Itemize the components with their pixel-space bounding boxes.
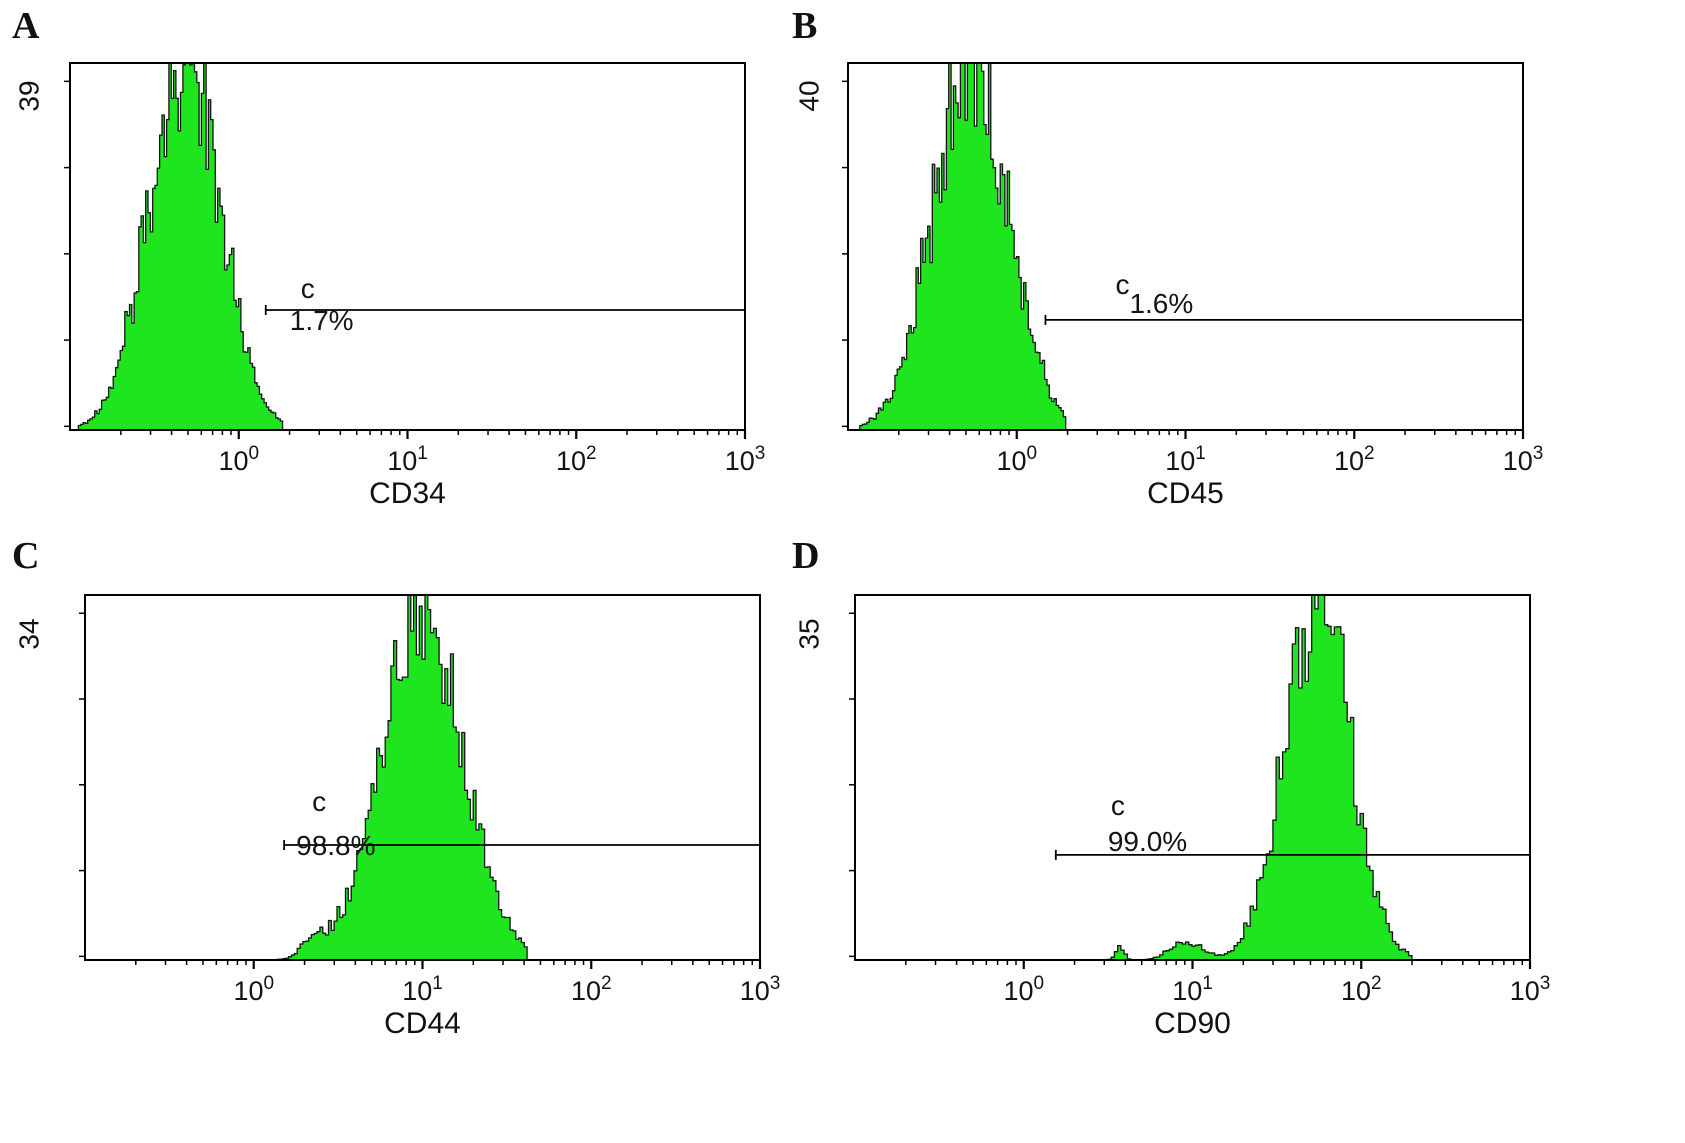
gate-label: c	[301, 273, 315, 304]
cd34-x-axis-label: CD34	[369, 477, 446, 510]
flow-histogram-svg: 100 101 102 103 c1.6%	[842, 62, 1544, 476]
x-tick-label: 102	[1334, 443, 1375, 476]
cd90-y-max-label: 35	[793, 618, 825, 650]
panel-cd34: 100 101 102 103 c 1.7% A 39 CD34	[0, 0, 780, 530]
gate-marker	[1054, 849, 1531, 860]
cd34-y-max-label: 39	[13, 80, 45, 112]
x-tick-label: 100	[218, 443, 259, 476]
histogram-shape	[77, 62, 284, 431]
y-axis-ticks	[79, 612, 85, 958]
panel-letter-c: C	[12, 535, 40, 577]
histogram-shape	[276, 594, 528, 961]
gate-percent: 1.6%	[1129, 288, 1193, 319]
gate-percent: 99.0%	[1108, 826, 1187, 857]
panel-letter-b: B	[792, 5, 818, 47]
gate-label: c	[1115, 269, 1129, 300]
gate-percent: 98.8%	[296, 830, 375, 861]
gate-percent: 1.7%	[290, 305, 354, 336]
cd44-y-max-label: 34	[13, 618, 45, 650]
panel-cd45: 100 101 102 103 c 1.6% B 40 CD45	[780, 0, 1685, 530]
gate-marker	[264, 304, 746, 315]
cd44-x-axis-label: CD44	[384, 1007, 461, 1040]
y-axis-ticks	[842, 80, 848, 428]
panel-cd90: 100 101 102 103 c 99.0% D 35 CD90	[780, 530, 1685, 1138]
x-tick-label: 103	[1503, 443, 1544, 476]
flow-histogram-svg: 100 101 102 103 c 98.8%	[79, 594, 780, 1006]
x-tick-label: 100	[996, 443, 1037, 476]
x-tick-label: 101	[387, 443, 428, 476]
plot-border	[854, 594, 1531, 961]
y-axis-ticks	[64, 80, 70, 428]
cd45-histogram-plot: 100 101 102 103 c 1.6%	[780, 0, 1685, 530]
gate-label: c	[1111, 790, 1125, 821]
x-tick-label: 102	[556, 443, 597, 476]
flow-histogram-svg: 100 101 102 103 c1.7%	[64, 62, 766, 476]
cd34-histogram-plot: 100 101 102 103 c 1.7%	[0, 0, 780, 530]
x-tick-label: 100	[1003, 973, 1044, 1006]
flow-histogram-svg: 100 101 102 103 c 99.0%	[849, 594, 1551, 1006]
cd90-histogram-plot: 100 101 102 103 c 99.0%	[780, 530, 1685, 1138]
x-tick-label: 101	[1165, 443, 1206, 476]
gate-marker	[1044, 314, 1524, 325]
x-tick-label: 101	[1172, 973, 1213, 1006]
cd45-x-axis-label: CD45	[1147, 477, 1224, 510]
x-axis-ticks	[120, 430, 747, 439]
x-axis-ticks	[898, 430, 1525, 439]
x-tick-label: 102	[1341, 973, 1382, 1006]
y-axis-ticks	[849, 612, 855, 958]
cd90-x-axis-label: CD90	[1154, 1007, 1231, 1040]
cd45-y-max-label: 40	[793, 80, 825, 112]
x-tick-label: 103	[740, 973, 780, 1006]
panel-letter-a: A	[12, 5, 40, 47]
x-tick-label: 102	[571, 973, 612, 1006]
x-tick-label: 103	[1510, 973, 1551, 1006]
x-axis-ticks	[135, 960, 762, 969]
x-tick-label: 101	[402, 973, 443, 1006]
x-tick-label: 100	[233, 973, 274, 1006]
gate-label: c	[312, 786, 326, 817]
x-axis-ticks	[905, 960, 1532, 969]
panel-cd44: 100 101 102 103 c 98.8% C 34 CD44	[0, 530, 780, 1138]
gate-marker	[283, 840, 761, 851]
panel-letter-d: D	[792, 535, 820, 577]
x-tick-label: 103	[725, 443, 766, 476]
histogram-shape	[859, 62, 1067, 431]
cd44-histogram-plot: 100 101 102 103 c 98.8%	[0, 530, 780, 1138]
histogram-shape	[1104, 594, 1413, 961]
